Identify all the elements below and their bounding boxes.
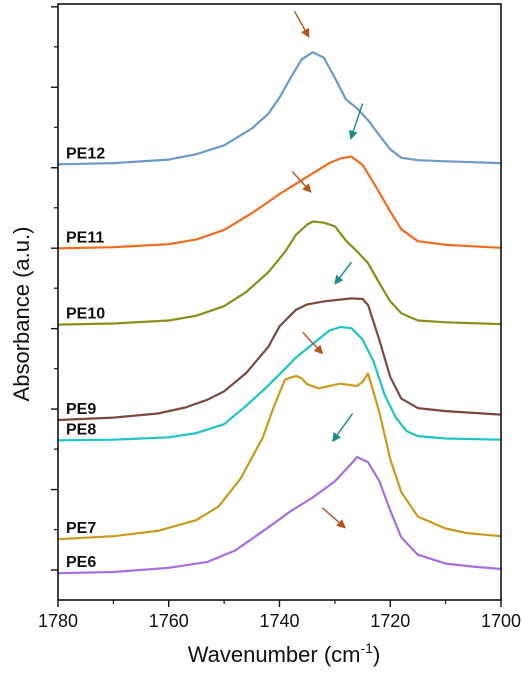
x-tick-label: 1780 <box>38 611 78 631</box>
series-label-pe10: PE10 <box>66 306 105 323</box>
x-tick-label: 1760 <box>149 611 189 631</box>
x-axis-title: Wavenumber (cm-1) <box>188 640 381 667</box>
x-axis-title-close: ) <box>373 642 380 667</box>
peak-arrow-5 <box>302 331 324 355</box>
x-axis-title-superscript: -1 <box>361 640 374 656</box>
peak-arrow-2 <box>349 103 364 140</box>
series-label-pe8: PE8 <box>66 421 96 438</box>
y-axis-title: Absorbance (a.u.) <box>9 227 34 402</box>
peak-arrow-6 <box>332 413 354 443</box>
series-label-pe6: PE6 <box>66 554 96 571</box>
series-line-pe9 <box>57 297 502 422</box>
x-axis-ticks: 1780 1760 1740 1720 1700 <box>38 600 521 631</box>
series-labels: PE12 PE11 PE10 PE9 PE8 PE7 PE6 <box>66 145 105 571</box>
series-line-pe8 <box>57 325 502 442</box>
series-line-pe11 <box>57 155 502 250</box>
peak-arrow-4 <box>334 261 353 285</box>
x-tick-label: 1740 <box>259 611 299 631</box>
series-line-pe7 <box>57 372 502 541</box>
series-line-pe10 <box>57 220 502 326</box>
peak-arrow-1 <box>293 10 310 38</box>
peak-arrow-3 <box>291 171 312 193</box>
x-tick-label: 1720 <box>370 611 410 631</box>
series-label-pe12: PE12 <box>66 145 105 162</box>
series-line-pe12 <box>57 51 502 166</box>
x-axis-title-main: Wavenumber (cm <box>188 642 361 667</box>
peak-arrow-7 <box>321 507 346 529</box>
series-label-pe11: PE11 <box>66 229 104 246</box>
x-tick-label: 1700 <box>481 611 521 631</box>
y-axis-ticks <box>51 6 58 571</box>
series-label-pe7: PE7 <box>66 520 96 537</box>
plot-frame <box>57 3 502 601</box>
series-lines <box>57 51 502 575</box>
series-line-pe6 <box>57 455 502 575</box>
series-label-pe9: PE9 <box>66 401 96 418</box>
peak-arrows <box>291 10 364 529</box>
